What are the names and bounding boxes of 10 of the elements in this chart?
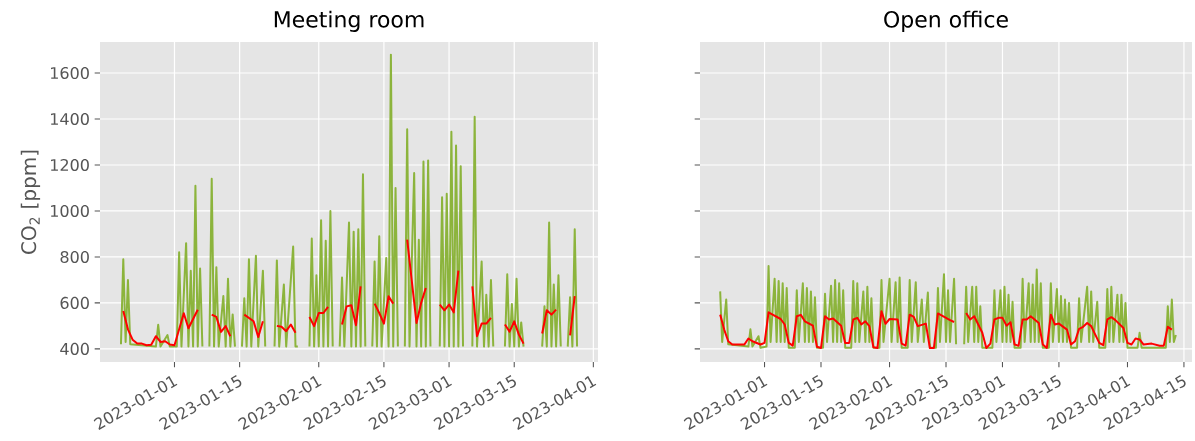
y-tick-label: 400 bbox=[60, 342, 89, 355]
y-tick-label: 1600 bbox=[51, 66, 89, 80]
y-tick-label: 1000 bbox=[51, 204, 89, 218]
chart-title: Meeting room bbox=[274, 10, 424, 32]
y-tick-label: 1200 bbox=[51, 158, 89, 172]
y-tick-label: 1400 bbox=[51, 112, 89, 126]
y-tick-label: 600 bbox=[60, 296, 89, 309]
chart-title: Open office bbox=[884, 10, 1008, 32]
y-axis-title: CO$_{2}$ [ppm] bbox=[20, 150, 41, 254]
y-tick-label: 800 bbox=[60, 250, 89, 263]
